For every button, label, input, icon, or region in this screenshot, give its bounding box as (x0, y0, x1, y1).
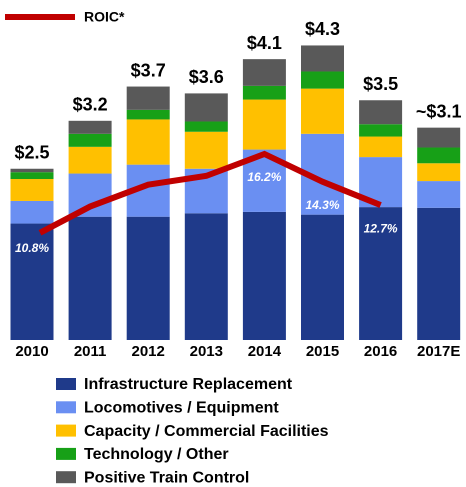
total-label: $3.5 (363, 74, 398, 94)
bar-segment (10, 179, 54, 201)
total-label: $3.2 (73, 95, 108, 115)
legend-swatch (56, 447, 76, 460)
bar-segment (359, 100, 403, 125)
bar-segment (126, 109, 170, 120)
bar-segment (68, 146, 112, 174)
bar-segment (301, 45, 344, 72)
bar-segment (126, 119, 170, 165)
total-label: $3.7 (131, 60, 166, 80)
legend-swatch (56, 401, 76, 414)
total-label: $3.6 (189, 67, 224, 87)
x-tick-label: 2011 (74, 343, 107, 360)
legend-label: Technology / Other (84, 446, 229, 463)
legend-label: ROIC* (84, 9, 125, 25)
bar-segment (184, 93, 228, 122)
bar-segment (68, 133, 112, 147)
bar-segment (301, 88, 344, 134)
legend-label: Locomotives / Equipment (84, 400, 279, 417)
bar-segment (301, 71, 344, 89)
roic-label: 12.7% (364, 221, 398, 235)
bar-segment (10, 172, 54, 180)
bar-segment (242, 211, 286, 340)
bar-segment (242, 99, 286, 150)
bar-segment (68, 120, 112, 134)
legend-label: Infrastructure Replacement (84, 376, 293, 393)
x-tick-label: 2010 (15, 343, 48, 360)
x-tick-label: 2013 (190, 343, 223, 360)
x-tick-label: 2014 (248, 343, 282, 360)
bar-segment (10, 168, 54, 173)
roic-label: 10.8% (15, 241, 49, 255)
x-tick-label: 2012 (132, 343, 165, 360)
roic-line (38, 150, 382, 236)
bar-segment (184, 121, 228, 132)
total-label: ~$3.1 (416, 101, 462, 121)
bar-segment (417, 181, 461, 208)
bar-segment (301, 214, 344, 340)
total-label: $4.1 (247, 33, 282, 53)
bar-segment (417, 147, 461, 164)
total-label: $4.3 (305, 19, 340, 39)
bar-segment (10, 223, 54, 340)
bar-segment (68, 216, 112, 340)
bar-segment (242, 85, 286, 100)
bar-segment (126, 216, 170, 340)
bar-segment (10, 200, 54, 224)
bar-segment (184, 131, 228, 169)
total-label: $2.5 (14, 143, 49, 163)
legend-label: Capacity / Commercial Facilities (84, 423, 329, 440)
bar-segment (126, 86, 170, 110)
bar-segment (359, 207, 403, 340)
bar-segment (417, 127, 461, 148)
bar-segment (417, 163, 461, 182)
legend-swatch (56, 471, 76, 484)
bar-segment (68, 173, 112, 217)
legend-swatch (56, 378, 76, 390)
x-tick-label: 2016 (364, 343, 397, 360)
x-tick-label: 2017E (417, 343, 460, 360)
x-tick-label: 2015 (306, 343, 339, 360)
bar-segment (417, 207, 461, 340)
bar-segment (359, 136, 403, 158)
bar-segment (359, 124, 403, 137)
bar-segment (184, 213, 228, 340)
bar-segment (242, 59, 286, 86)
legend-swatch (56, 424, 76, 437)
legend-label: Positive Train Control (84, 469, 249, 486)
roic-label: 16.2% (247, 170, 281, 184)
roic-label: 14.3% (305, 198, 339, 212)
